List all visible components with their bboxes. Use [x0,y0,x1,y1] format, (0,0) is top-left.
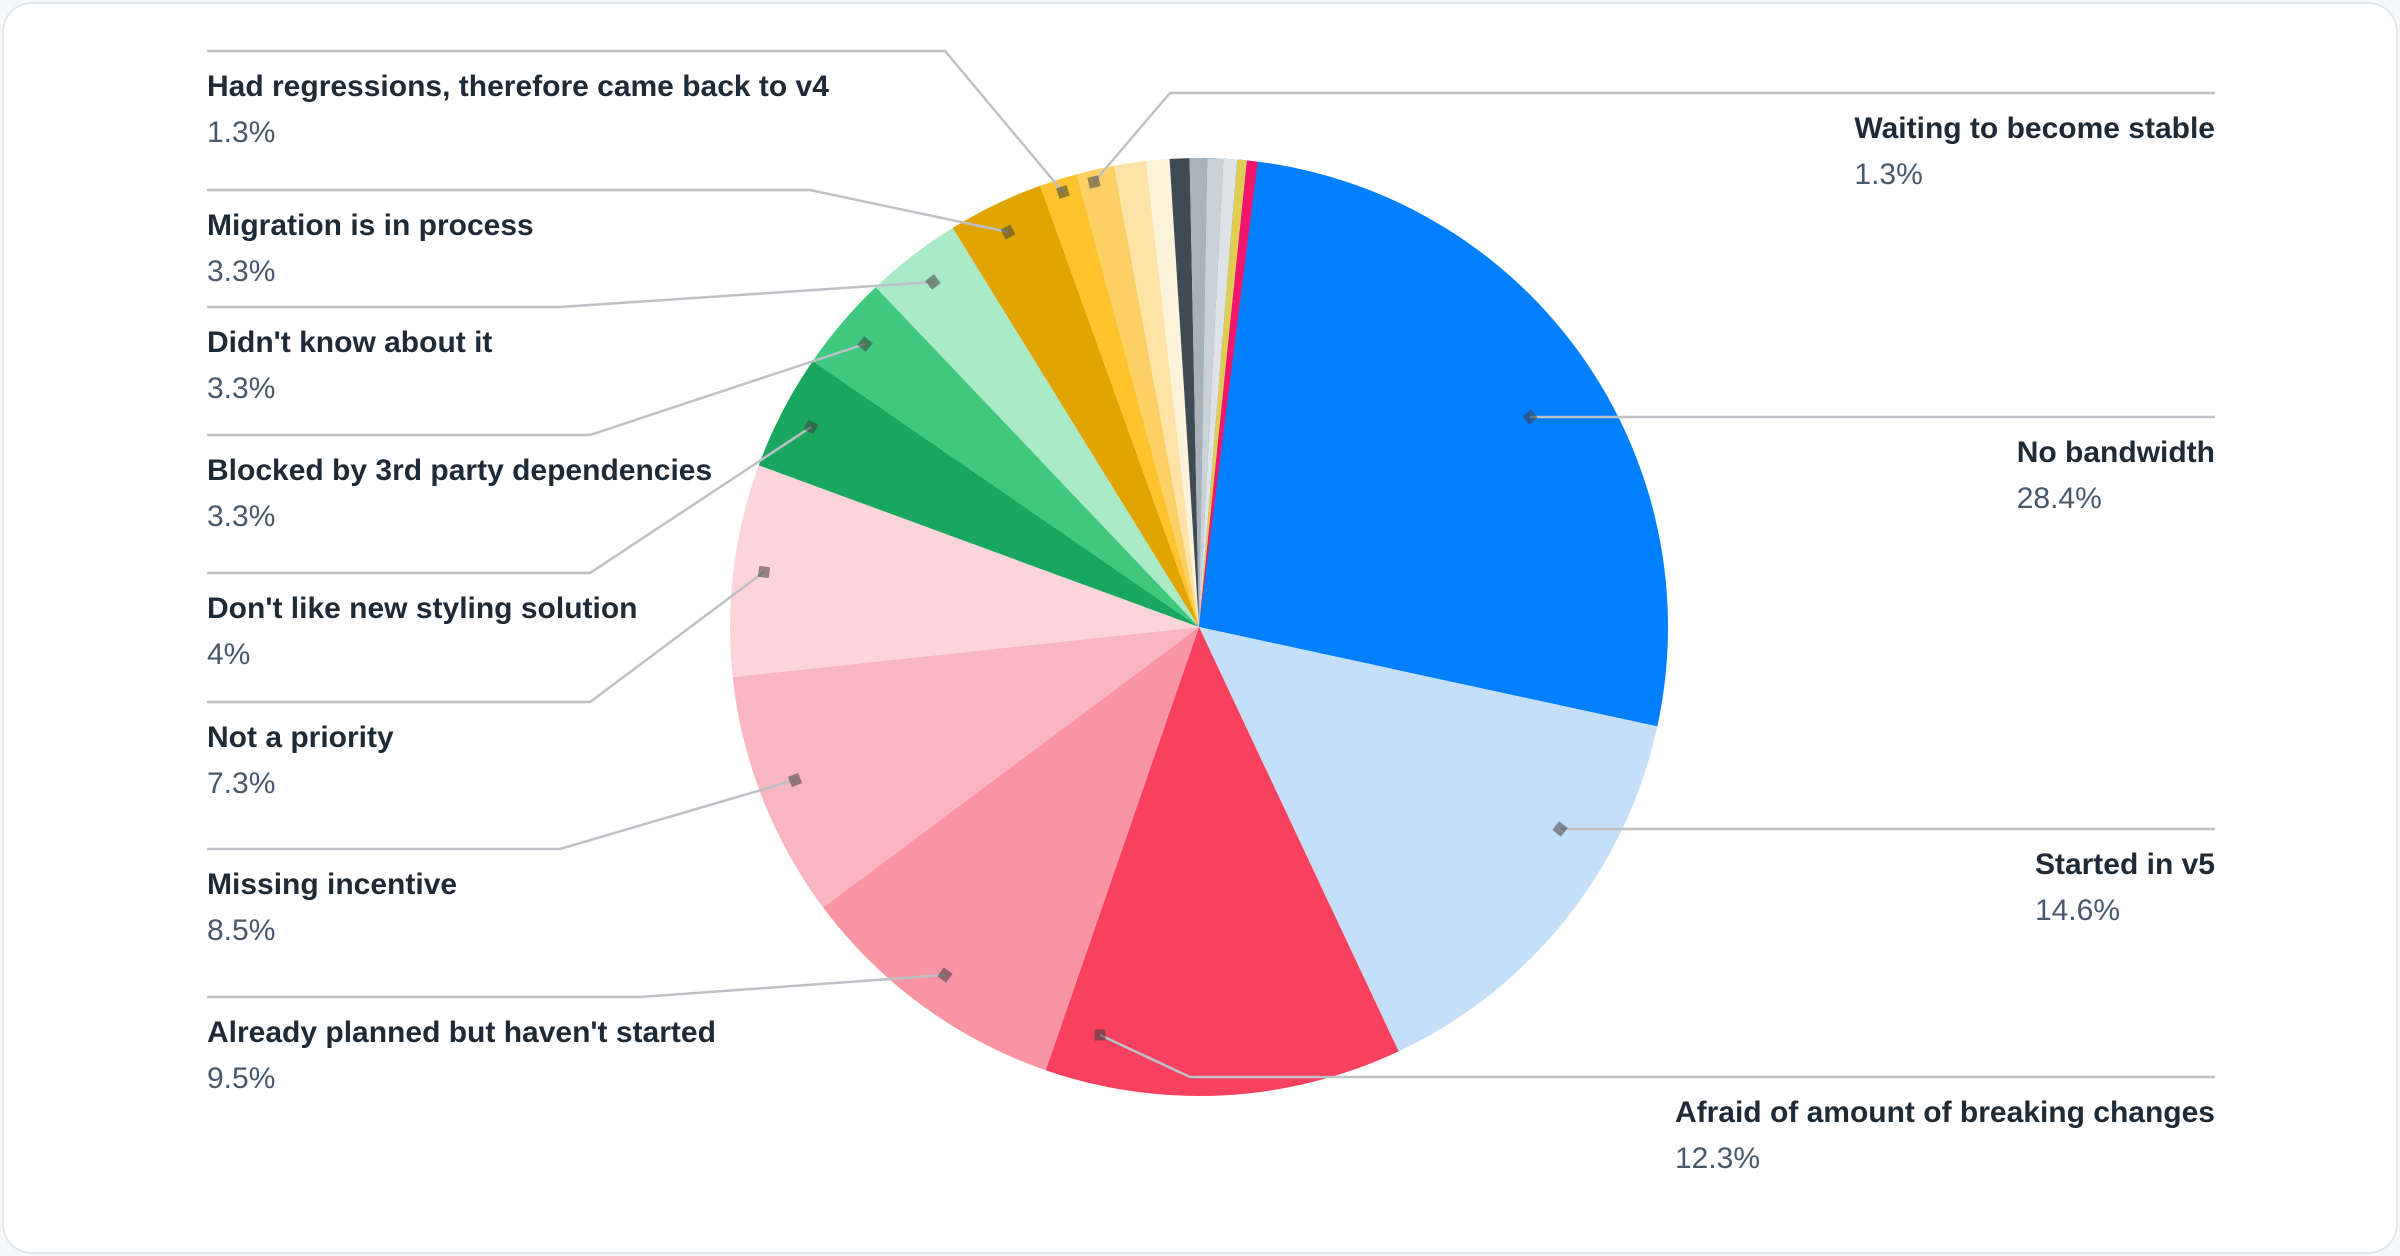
slice-label-percent: 12.3% [1674,1142,1761,1175]
slice-label-percent: 7.3% [207,767,276,800]
anchor-dot [1522,409,1538,425]
pie-slice-didn-t-know-about-it[interactable] [875,227,1199,627]
slice-label-block: Already planned but haven't started 9.5% [207,1011,716,1101]
slice-label-percent: 9.5% [207,1062,276,1095]
slice-label-block: Not a priority 7.3% [207,716,394,806]
pie-slice-small-16[interactable] [1199,158,1224,627]
slice-label-block: Migration is in process 3.3% [207,204,534,294]
anchor-dot [757,565,771,579]
slice-label-title: Not a priority [207,721,394,754]
slice-label-title: Had regressions, therefore came back to … [207,70,829,103]
pie-slice-waiting-to-become-stable[interactable] [1076,165,1199,627]
slice-label-percent: 14.6% [2034,894,2121,927]
slice-label-percent: 1.3% [207,116,276,149]
slice-label-title: Afraid of amount of breaking changes [1674,1096,2215,1129]
pie-slice-small-15[interactable] [1189,157,1208,627]
slice-label-percent: 8.5% [207,914,276,947]
slice-label-title: Don't like new styling solution [207,592,638,625]
slice-label-percent: 3.3% [207,255,276,288]
pie-slice-not-a-priority[interactable] [729,465,1199,677]
anchor-dot [1000,224,1016,240]
anchor-dot [1552,821,1568,837]
pie-slice-blocked-by-3rd-party-dependencies[interactable] [812,287,1199,627]
pie-slice-small-14[interactable] [1169,158,1199,627]
pie-slice-afraid-of-amount-of-breaking-changes[interactable] [1045,627,1399,1096]
pie-slice-small-17[interactable] [1199,158,1238,627]
pie-slice-small-19[interactable] [1199,160,1258,627]
leader-line [207,188,1009,234]
slice-label-title: No bandwidth [2016,436,2215,469]
pie-slice-don-t-like-new-styling-solution[interactable] [758,360,1199,627]
anchor-dot [803,419,819,435]
anchor-dot [787,772,803,788]
pie-slice-small-13[interactable] [1146,158,1199,627]
slice-label-block: Had regressions, therefore came back to … [207,65,829,155]
anchor-dot [937,967,953,983]
leader-line [207,973,946,999]
slice-label-block: Don't like new styling solution 4% [207,587,638,677]
slice-label-percent: 1.3% [1854,158,1923,191]
pie-slice-small-12[interactable] [1114,161,1199,627]
slice-label-title: Already planned but haven't started [207,1016,716,1049]
anchor-dot [925,274,941,290]
slice-label-block: Waiting to become stable 1.3% [1854,107,2215,197]
anchor-dot [1087,175,1101,189]
slice-label-block: No bandwidth 28.4% [2017,431,2215,521]
anchor-dot [1056,185,1070,199]
pie-slice-already-planned-but-haven-t-started[interactable] [823,627,1199,1071]
pie-slice-migration-is-in-process[interactable] [952,185,1199,628]
leader-line [207,425,812,575]
slice-label-title: Missing incentive [207,868,458,901]
pie-slice-missing-incentive[interactable] [732,627,1199,908]
slice-label-title: Didn't know about it [207,326,493,359]
slice-label-block: Missing incentive 8.5% [207,863,457,953]
slice-label-percent: 3.3% [207,372,276,405]
slice-label-percent: 4% [207,638,251,671]
slice-label-title: Started in v5 [2034,848,2215,881]
leader-line [207,342,866,437]
leader-line [207,570,765,704]
pie-slice-started-in-v5[interactable] [1199,627,1658,1052]
slice-label-block: Started in v5 14.6% [2035,843,2215,933]
leader-line [1093,91,2215,183]
leader-line [207,49,1064,193]
slice-label-block: Afraid of amount of breaking changes 12.3… [1675,1091,2215,1181]
slice-label-block: Didn't know about it 3.3% [207,321,492,411]
pie-slice-no-bandwidth[interactable] [1199,158,1669,727]
leader-line [1099,1033,2215,1079]
leader-line [207,778,796,851]
slice-label-block: Blocked by 3rd party dependencies 3.3% [207,449,712,539]
leader-line [207,280,934,309]
anchor-dot [857,336,873,352]
anchor-dot [1094,1029,1106,1041]
pie-slice-had-regressions-therefore-came-back-to-v4[interactable] [1040,174,1199,628]
slice-label-title: Migration is in process [207,209,534,242]
pie-slice-small-18[interactable] [1199,159,1247,627]
slice-label-title: Blocked by 3rd party dependencies [207,454,713,487]
slice-label-percent: 28.4% [2016,482,2102,515]
slice-label-percent: 3.3% [207,500,276,533]
slice-label-title: Waiting to become stable [1854,112,2215,145]
